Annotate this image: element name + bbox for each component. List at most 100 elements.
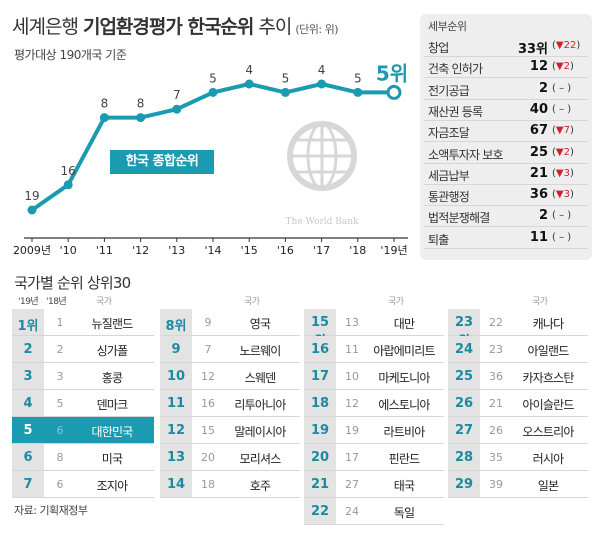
rank-box <box>160 444 192 470</box>
country-name: 뉴질랜드 <box>91 317 134 331</box>
detail-change: ( – ) <box>552 103 572 115</box>
ranking-row: 7 6 조지아 <box>12 471 154 498</box>
country-name: 아랍에미리트 <box>373 344 435 358</box>
data-point <box>353 87 363 97</box>
country-name: 러시아 <box>532 452 565 466</box>
detail-row: 건축 인허가 12 (▼2) <box>424 57 588 79</box>
rank-2018: 7 <box>204 343 212 356</box>
data-point <box>63 180 73 190</box>
detail-change: (▼7) <box>552 125 574 137</box>
data-point <box>244 79 254 89</box>
country-name: 아이슬란드 <box>522 398 574 412</box>
x-tick-label: '17 <box>313 244 330 257</box>
rank-box <box>160 363 192 389</box>
ranking-row: 1위 1 뉴질랜드 <box>12 309 154 336</box>
data-label: 4 <box>245 63 253 77</box>
data-point <box>99 113 109 123</box>
detail-category: 소액투자자 보호 <box>428 147 503 162</box>
x-tick-label: '18 <box>349 244 366 257</box>
detail-rank: 33위 <box>517 42 548 57</box>
rank-2019: 29 <box>454 477 474 492</box>
rank-box <box>12 471 44 497</box>
ranking-row: 27 26 오스트리아 <box>448 417 588 444</box>
rank-2019: 5 <box>23 423 33 438</box>
series-label: 한국 종합순위 <box>110 150 214 174</box>
rank-box <box>304 309 336 335</box>
data-label: 19 <box>24 189 39 203</box>
country-name: 태국 <box>393 479 415 493</box>
detail-category: 건축 인허가 <box>428 62 483 77</box>
rank-box <box>448 444 480 470</box>
down-arrow-icon: ▼ <box>555 167 564 179</box>
detail-category: 창업 <box>428 41 449 55</box>
rank-2018: 12 <box>345 397 359 410</box>
header-country: 국가 <box>388 297 404 307</box>
country-name: 덴마크 <box>96 398 129 412</box>
source-note: 자료: 기획재정부 <box>14 504 88 517</box>
header-country: 국가 <box>96 297 112 307</box>
detail-category: 통관행정 <box>428 190 470 205</box>
rank-2019: 27 <box>454 423 474 438</box>
rank-2019: 9 <box>171 342 181 357</box>
data-label: 5 <box>282 71 290 85</box>
subtitle: 평가대상 190개국 기준 <box>14 48 127 62</box>
down-arrow-icon: ▼ <box>555 146 564 158</box>
rank-2019: 21 <box>310 477 330 492</box>
data-label: 8 <box>137 97 145 111</box>
ranking-row: 2 2 싱가폴 <box>12 336 154 363</box>
detail-row: 세금납부 21 (▼3) <box>424 164 588 185</box>
rank-box <box>304 390 336 416</box>
rank-2018: 21 <box>489 397 503 410</box>
rank-2019: 17 <box>310 369 330 384</box>
rank-line-chart: The World Bank 19 2009년 16 '10 8 '11 8 '12 7 '13 5… <box>13 61 408 257</box>
detail-row: 통관행정 36 (▼3) <box>424 185 588 207</box>
rank-2018: 6 <box>56 424 64 437</box>
country-name: 독일 <box>393 506 415 520</box>
country-name: 싱가폴 <box>96 344 129 358</box>
rank-2018: 9 <box>204 316 212 329</box>
x-tick-label: '13 <box>168 244 185 257</box>
down-arrow-icon: ▼ <box>555 40 564 51</box>
data-point <box>386 84 402 100</box>
ranking-row: 13 20 모리셔스 <box>160 444 300 471</box>
x-tick-label: '16 <box>277 244 294 257</box>
country-name: 홍콩 <box>101 371 123 385</box>
data-point <box>136 113 146 123</box>
x-tick-label: '14 <box>204 244 221 257</box>
data-label: 4 <box>318 63 326 77</box>
down-arrow-icon: ▼ <box>555 61 564 73</box>
globe-icon <box>287 121 357 191</box>
country-name: 대만 <box>393 317 415 331</box>
ranking-row: 8위 9 영국 <box>160 309 300 336</box>
data-label: 16 <box>61 164 76 178</box>
rank-2019: 18 <box>310 396 330 411</box>
detail-row: 재산권 등록 40 ( – ) <box>424 100 588 121</box>
header-2019: '19년 <box>18 297 39 307</box>
rank-2019: 6 <box>23 450 33 465</box>
detail-category: 법적분쟁해결 <box>428 211 490 226</box>
detail-rank: 11 <box>529 229 548 245</box>
rank-box <box>304 498 336 524</box>
series-line <box>30 82 394 212</box>
rank-2019: 20 <box>310 450 330 465</box>
unit-label: (단위: 위) <box>295 23 339 36</box>
rank-2018: 3 <box>56 370 64 383</box>
detail-rank: 40 <box>529 101 548 117</box>
x-tick-label: '11 <box>96 244 113 257</box>
ranking-row: 20 17 핀란드 <box>304 444 444 471</box>
ranking-row: 23위22캐나다 <box>448 309 588 349</box>
country-name: 핀란드 <box>388 452 421 466</box>
detail-change: (▼2) <box>552 146 574 158</box>
country-name: 영국 <box>249 317 271 331</box>
ranking-row: 4 5 덴마크 <box>12 390 154 417</box>
rank-2019: 28 <box>454 450 474 465</box>
rank-2019: 14 <box>166 477 186 492</box>
detail-change: (▼3) <box>552 189 574 201</box>
ranking-row: 15위13대만 <box>304 309 444 349</box>
ranking-row: 26 21 아이슬란드 <box>448 390 588 417</box>
rank-2018: 36 <box>489 370 503 383</box>
rank-2018: 19 <box>345 424 359 437</box>
data-point <box>27 205 37 215</box>
rank-2019: 16 <box>310 342 330 357</box>
ranking-row: 14 18 호주 <box>160 471 300 498</box>
